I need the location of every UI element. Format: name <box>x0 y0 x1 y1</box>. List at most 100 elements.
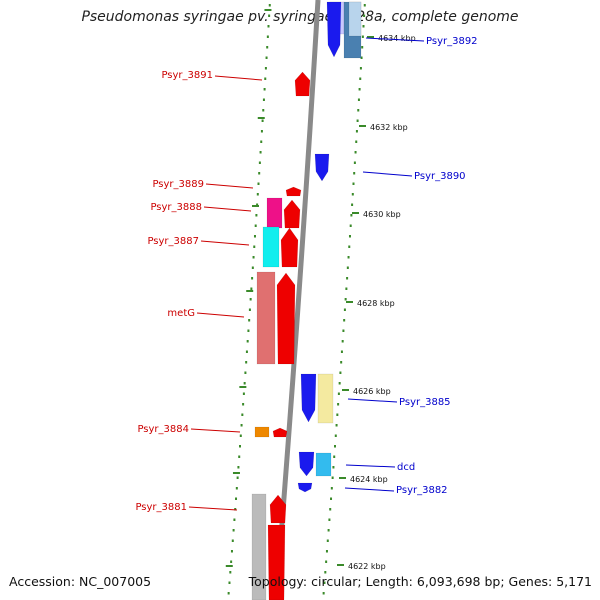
left-tick <box>260 130 263 133</box>
right-tick <box>326 539 329 542</box>
left-tick <box>248 308 251 311</box>
left-tick <box>249 298 252 301</box>
Psyr_3892-label[interactable]: Psyr_3892 <box>426 36 478 47</box>
left-tick <box>258 172 261 175</box>
left-tick <box>265 56 268 59</box>
left-tick <box>244 371 247 374</box>
right-tick <box>329 508 332 511</box>
right-tick <box>332 466 335 469</box>
Psyr_3889-gene-arrow <box>285 186 302 197</box>
left-tick <box>246 340 249 343</box>
left-tick <box>264 67 267 70</box>
Psyr_3889-leader-line <box>205 183 254 189</box>
Psyr_3888-cds <box>266 197 283 229</box>
Psyr_3882-label[interactable]: Psyr_3882 <box>396 485 448 496</box>
scale-label: 4628 kbp <box>357 299 395 308</box>
right-tick <box>345 287 348 290</box>
dcd-cds <box>315 452 332 477</box>
Psyr_3890-gene-arrow <box>314 153 330 182</box>
Psyr_3889-label[interactable]: Psyr_3889 <box>152 179 204 190</box>
right-tick <box>358 88 361 91</box>
Psyr_3882-leader-line <box>344 487 395 492</box>
left-tick <box>228 581 231 584</box>
left-tick <box>256 203 259 206</box>
left-tick <box>260 140 263 143</box>
right-tick <box>323 581 326 584</box>
Psyr_3888-gene-arrow <box>283 199 301 229</box>
left-major-tick <box>257 117 265 119</box>
left-major-tick <box>239 386 247 388</box>
dcd-leader-line <box>345 464 396 468</box>
right-tick <box>348 235 351 238</box>
right-tick <box>341 340 344 343</box>
dcd-gene-arrow <box>298 451 315 477</box>
dcd-label[interactable]: dcd <box>397 462 415 473</box>
right-tick <box>352 182 355 185</box>
right-tick <box>337 392 340 395</box>
genome-summary: Topology: circular; Length: 6,093,698 bp… <box>248 574 592 589</box>
Psyr_3890-leader-line <box>362 171 413 177</box>
Psyr_3890-label[interactable]: Psyr_3890 <box>414 171 466 182</box>
right-tick <box>348 245 351 248</box>
metG-cds <box>256 271 276 365</box>
right-tick <box>343 319 346 322</box>
Psyr_3892-leader-line <box>365 37 425 42</box>
left-tick <box>250 287 253 290</box>
right-tick <box>359 77 362 80</box>
left-tick <box>240 424 243 427</box>
Psyr_3891-gene-arrow <box>294 71 311 97</box>
left-tick <box>230 550 233 553</box>
left-tick <box>245 361 248 364</box>
right-tick <box>327 529 330 532</box>
right-tick <box>337 403 340 406</box>
left-major-tick <box>264 9 272 11</box>
left-tick <box>268 4 271 7</box>
right-tick <box>356 119 359 122</box>
left-tick <box>239 434 242 437</box>
left-tick <box>253 235 256 238</box>
left-tick <box>268 14 271 17</box>
left-tick <box>238 455 241 458</box>
gene-features <box>251 1 362 600</box>
left-tick <box>227 592 230 595</box>
right-tick <box>334 434 337 437</box>
left-tick <box>241 413 244 416</box>
left-tick <box>231 539 234 542</box>
Psyr_3881-label[interactable]: Psyr_3881 <box>135 502 187 513</box>
right-tick <box>328 518 331 521</box>
left-tick <box>256 193 259 196</box>
right-tick <box>336 413 339 416</box>
Psyr_3884-label[interactable]: Psyr_3884 <box>137 424 189 435</box>
right-tick <box>355 130 358 133</box>
right-tick <box>350 214 353 217</box>
gene-labels: Psyr_3892 Psyr_3891 Psyr_3890 Psyr_3889 Psyr… <box>135 36 477 513</box>
Psyr_3888-leader-line <box>203 206 252 212</box>
right-tick <box>357 98 360 101</box>
scale-major-tick <box>367 36 374 38</box>
Psyr_3887-gene-arrow <box>280 227 299 268</box>
Psyr_3891-leader-line <box>214 75 263 81</box>
right-tick <box>331 476 334 479</box>
left-tick <box>259 151 262 154</box>
right-tick <box>347 256 350 259</box>
scale-major-tick <box>346 301 353 303</box>
scale-label: 4632 kbp <box>370 123 408 132</box>
Psyr_3885-label[interactable]: Psyr_3885 <box>399 397 451 408</box>
Psyr_3888-label[interactable]: Psyr_3888 <box>150 202 202 213</box>
left-tick <box>251 277 254 280</box>
scale-label: 4630 kbp <box>363 210 401 219</box>
left-tick <box>252 256 255 259</box>
scale-label: 4624 kbp <box>350 475 388 484</box>
metG-label[interactable]: metG <box>167 308 195 319</box>
left-tick <box>251 266 254 269</box>
left-tick <box>229 571 232 574</box>
map-title: Pseudomonas syringae pv. syringae B728a,… <box>81 9 519 25</box>
Psyr_3887-label[interactable]: Psyr_3887 <box>147 236 199 247</box>
scale-major-tick <box>342 389 349 391</box>
Psyr_3891-label[interactable]: Psyr_3891 <box>161 70 213 81</box>
left-tick <box>232 529 235 532</box>
right-tick <box>359 67 362 70</box>
right-tick <box>363 14 366 17</box>
right-tick <box>361 35 364 38</box>
